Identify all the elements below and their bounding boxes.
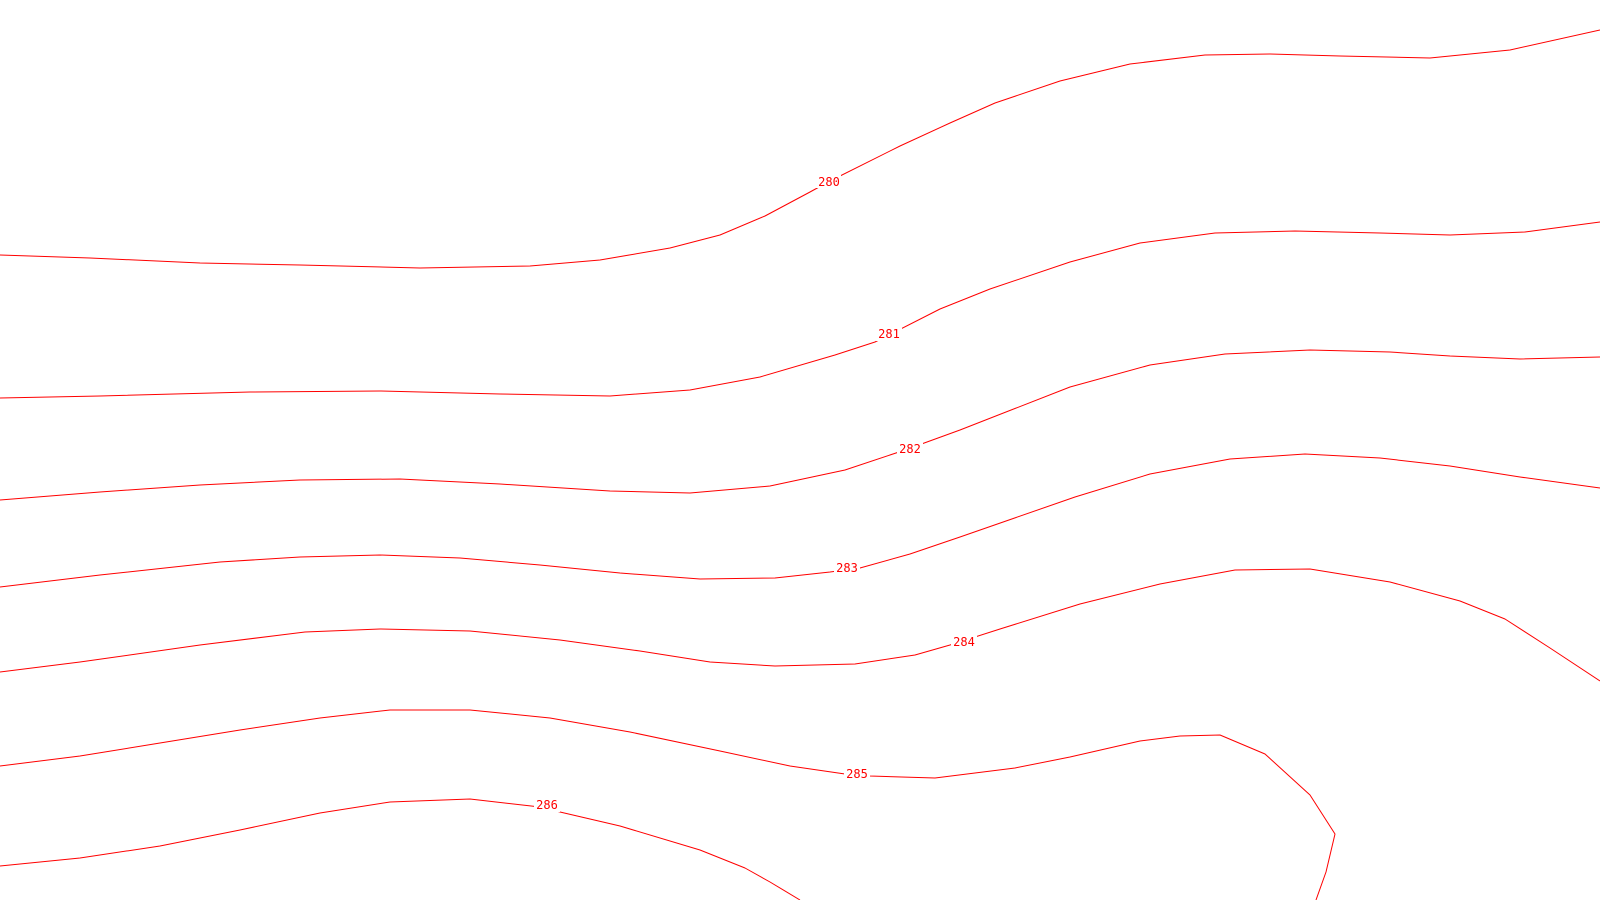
contour-286: 286	[0, 798, 801, 900]
contour-280: 280	[0, 29, 1600, 269]
contour-label-281: 281	[878, 327, 900, 341]
contour-label-bg-284	[951, 635, 977, 649]
contour-label-bg-286	[534, 798, 560, 812]
contour-line-283	[0, 453, 1600, 588]
contour-label-285: 285	[846, 767, 868, 781]
contour-label-286: 286	[536, 798, 558, 812]
contour-line-285	[0, 709, 1336, 900]
contour-283: 283	[0, 453, 1600, 588]
contour-line-282	[0, 349, 1600, 501]
contour-label-282: 282	[899, 442, 921, 456]
contour-line-286	[0, 798, 801, 900]
contour-label-280: 280	[818, 175, 840, 189]
contour-281: 281	[0, 221, 1600, 399]
contour-label-bg-280	[815, 174, 841, 188]
contour-label-284: 284	[953, 635, 975, 649]
contour-label-bg-281	[876, 327, 902, 341]
contour-label-bg-285	[844, 767, 870, 781]
contour-label-bg-283	[834, 561, 860, 575]
contour-line-284	[0, 568, 1600, 682]
contour-label-283: 283	[836, 561, 858, 575]
contour-284: 284	[0, 568, 1600, 682]
contour-label-bg-282	[897, 442, 923, 456]
contour-285: 285	[0, 709, 1336, 900]
contour-282: 282	[0, 349, 1600, 501]
contour-line-281	[0, 221, 1600, 399]
